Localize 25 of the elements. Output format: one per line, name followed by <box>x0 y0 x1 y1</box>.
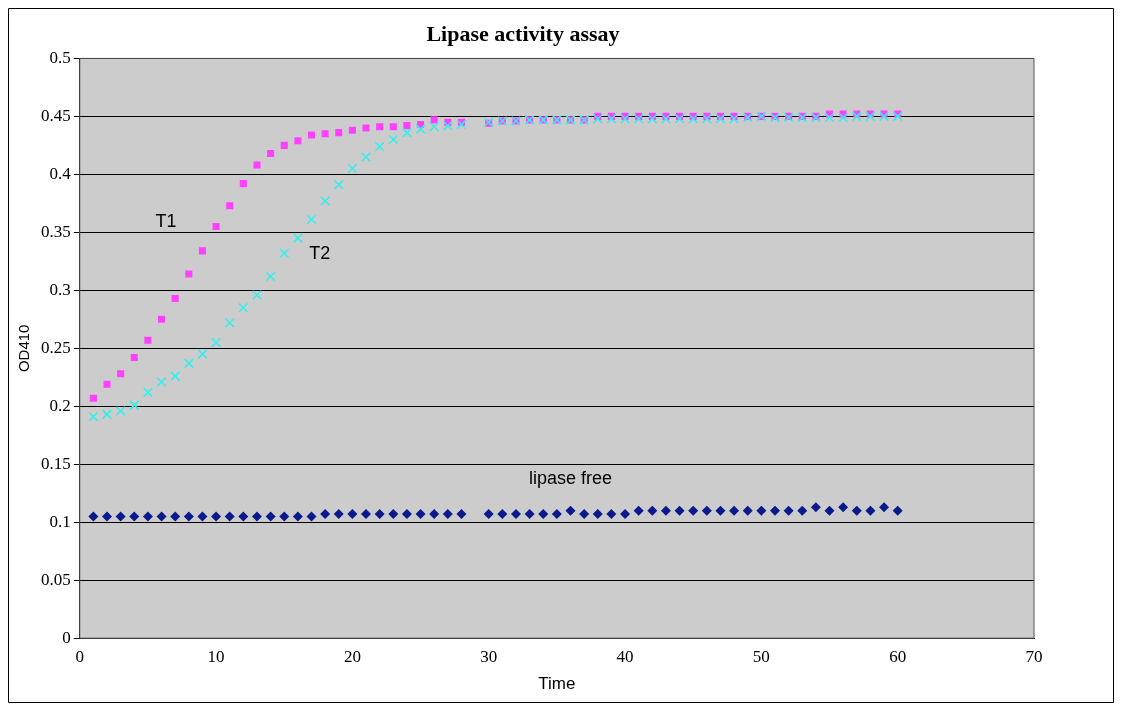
x-tick-label: 60 <box>889 646 907 666</box>
y-tick-label: 0.2 <box>49 395 71 415</box>
series-label: lipase free <box>528 467 613 488</box>
y-tick-label: 0 <box>62 627 71 647</box>
y-tick-label: 0.35 <box>41 221 71 241</box>
x-tick-label: 70 <box>1025 646 1043 666</box>
y-axis-title: OD410 <box>15 324 33 373</box>
x-tick-label: 0 <box>75 646 84 666</box>
y-tick-label: 0.15 <box>41 453 71 473</box>
x-tick-label: 50 <box>752 646 770 666</box>
y-tick-label: 0.45 <box>41 105 71 125</box>
y-tick-label: 0.4 <box>49 163 72 183</box>
y-tick-label: 0.1 <box>49 511 71 531</box>
x-tick-label: 20 <box>343 646 361 666</box>
series-label: T1 <box>155 210 177 231</box>
y-tick-label: 0.05 <box>41 569 71 589</box>
y-tick-label: 0.25 <box>41 337 71 357</box>
chart-title: Lipase activity assay <box>426 20 620 46</box>
y-tick-label: 0.3 <box>49 279 71 299</box>
x-axis-title: Time <box>538 674 576 694</box>
y-tick-label: 0.5 <box>49 47 71 67</box>
x-tick-label: 10 <box>207 646 225 666</box>
x-tick-label: 30 <box>480 646 498 666</box>
x-tick-label: 40 <box>616 646 634 666</box>
series-label: T2 <box>309 243 331 264</box>
